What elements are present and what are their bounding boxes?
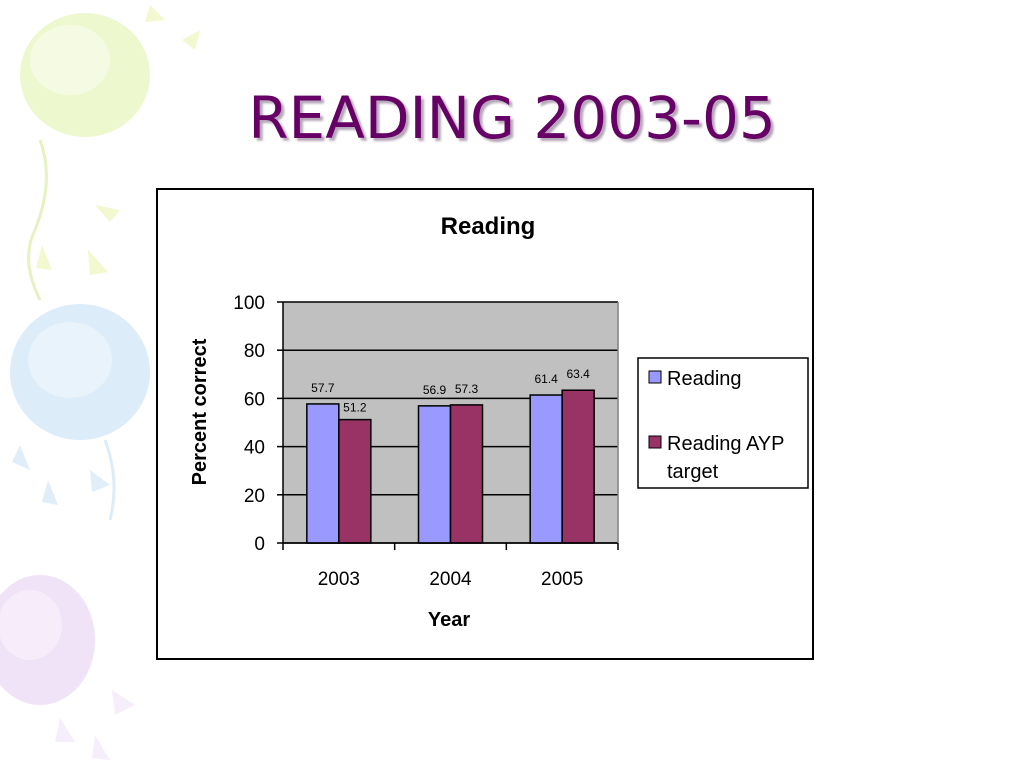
legend-swatch-reading <box>648 370 662 384</box>
bar <box>449 404 484 544</box>
x-axis-label: Year <box>428 609 470 631</box>
legend-swatch-reading-ayp-target <box>648 435 662 449</box>
data-label: 61.4 <box>534 372 558 386</box>
purple-balloon-icon <box>0 575 135 760</box>
legend-label-reading-ayp-target: Reading AYP target <box>667 433 790 483</box>
bar <box>338 418 372 544</box>
green-balloon-icon <box>20 5 200 301</box>
y-tick-label: 0 <box>254 534 265 555</box>
data-label: 51.2 <box>343 401 367 415</box>
data-label: 63.4 <box>566 367 590 381</box>
y-tick-label: 60 <box>244 389 265 410</box>
y-axis-label: Percent correct <box>189 338 211 485</box>
slide-title: READING 2003-05 <box>248 84 776 152</box>
bar <box>561 389 595 544</box>
legend: Reading Reading AYP target <box>637 357 809 489</box>
data-label: 57.7 <box>311 381 335 395</box>
y-tick-label: 20 <box>244 486 265 507</box>
legend-label-reading: Reading <box>667 368 742 390</box>
x-tick-label: 2003 <box>318 569 360 590</box>
axes <box>277 301 619 550</box>
blue-balloon-icon <box>10 304 150 521</box>
data-labels: 57.7 51.2 56.9 57.3 61.4 63.4 <box>311 367 590 414</box>
bar <box>306 403 340 544</box>
y-tick-label: 40 <box>244 438 265 459</box>
y-tick-labels: 0 20 40 60 80 100 <box>233 293 265 555</box>
data-label: 56.9 <box>423 383 447 397</box>
bar <box>417 405 452 544</box>
x-tick-labels: 2003 2004 2005 <box>318 569 584 590</box>
y-tick-label: 100 <box>233 293 265 314</box>
x-tick-label: 2005 <box>541 569 583 590</box>
chart-frame: Reading 0 20 40 60 80 100 2003 2004 2005 57.7 51… <box>156 188 814 660</box>
bar <box>529 394 563 544</box>
chart-title: Reading <box>441 213 536 240</box>
data-label: 57.3 <box>455 382 479 396</box>
reading-bar-chart: Reading 0 20 40 60 80 100 2003 2004 2005 57.7 51… <box>189 213 809 631</box>
y-tick-label: 80 <box>244 341 265 362</box>
legend-box <box>637 357 809 489</box>
x-tick-label: 2004 <box>429 569 472 590</box>
